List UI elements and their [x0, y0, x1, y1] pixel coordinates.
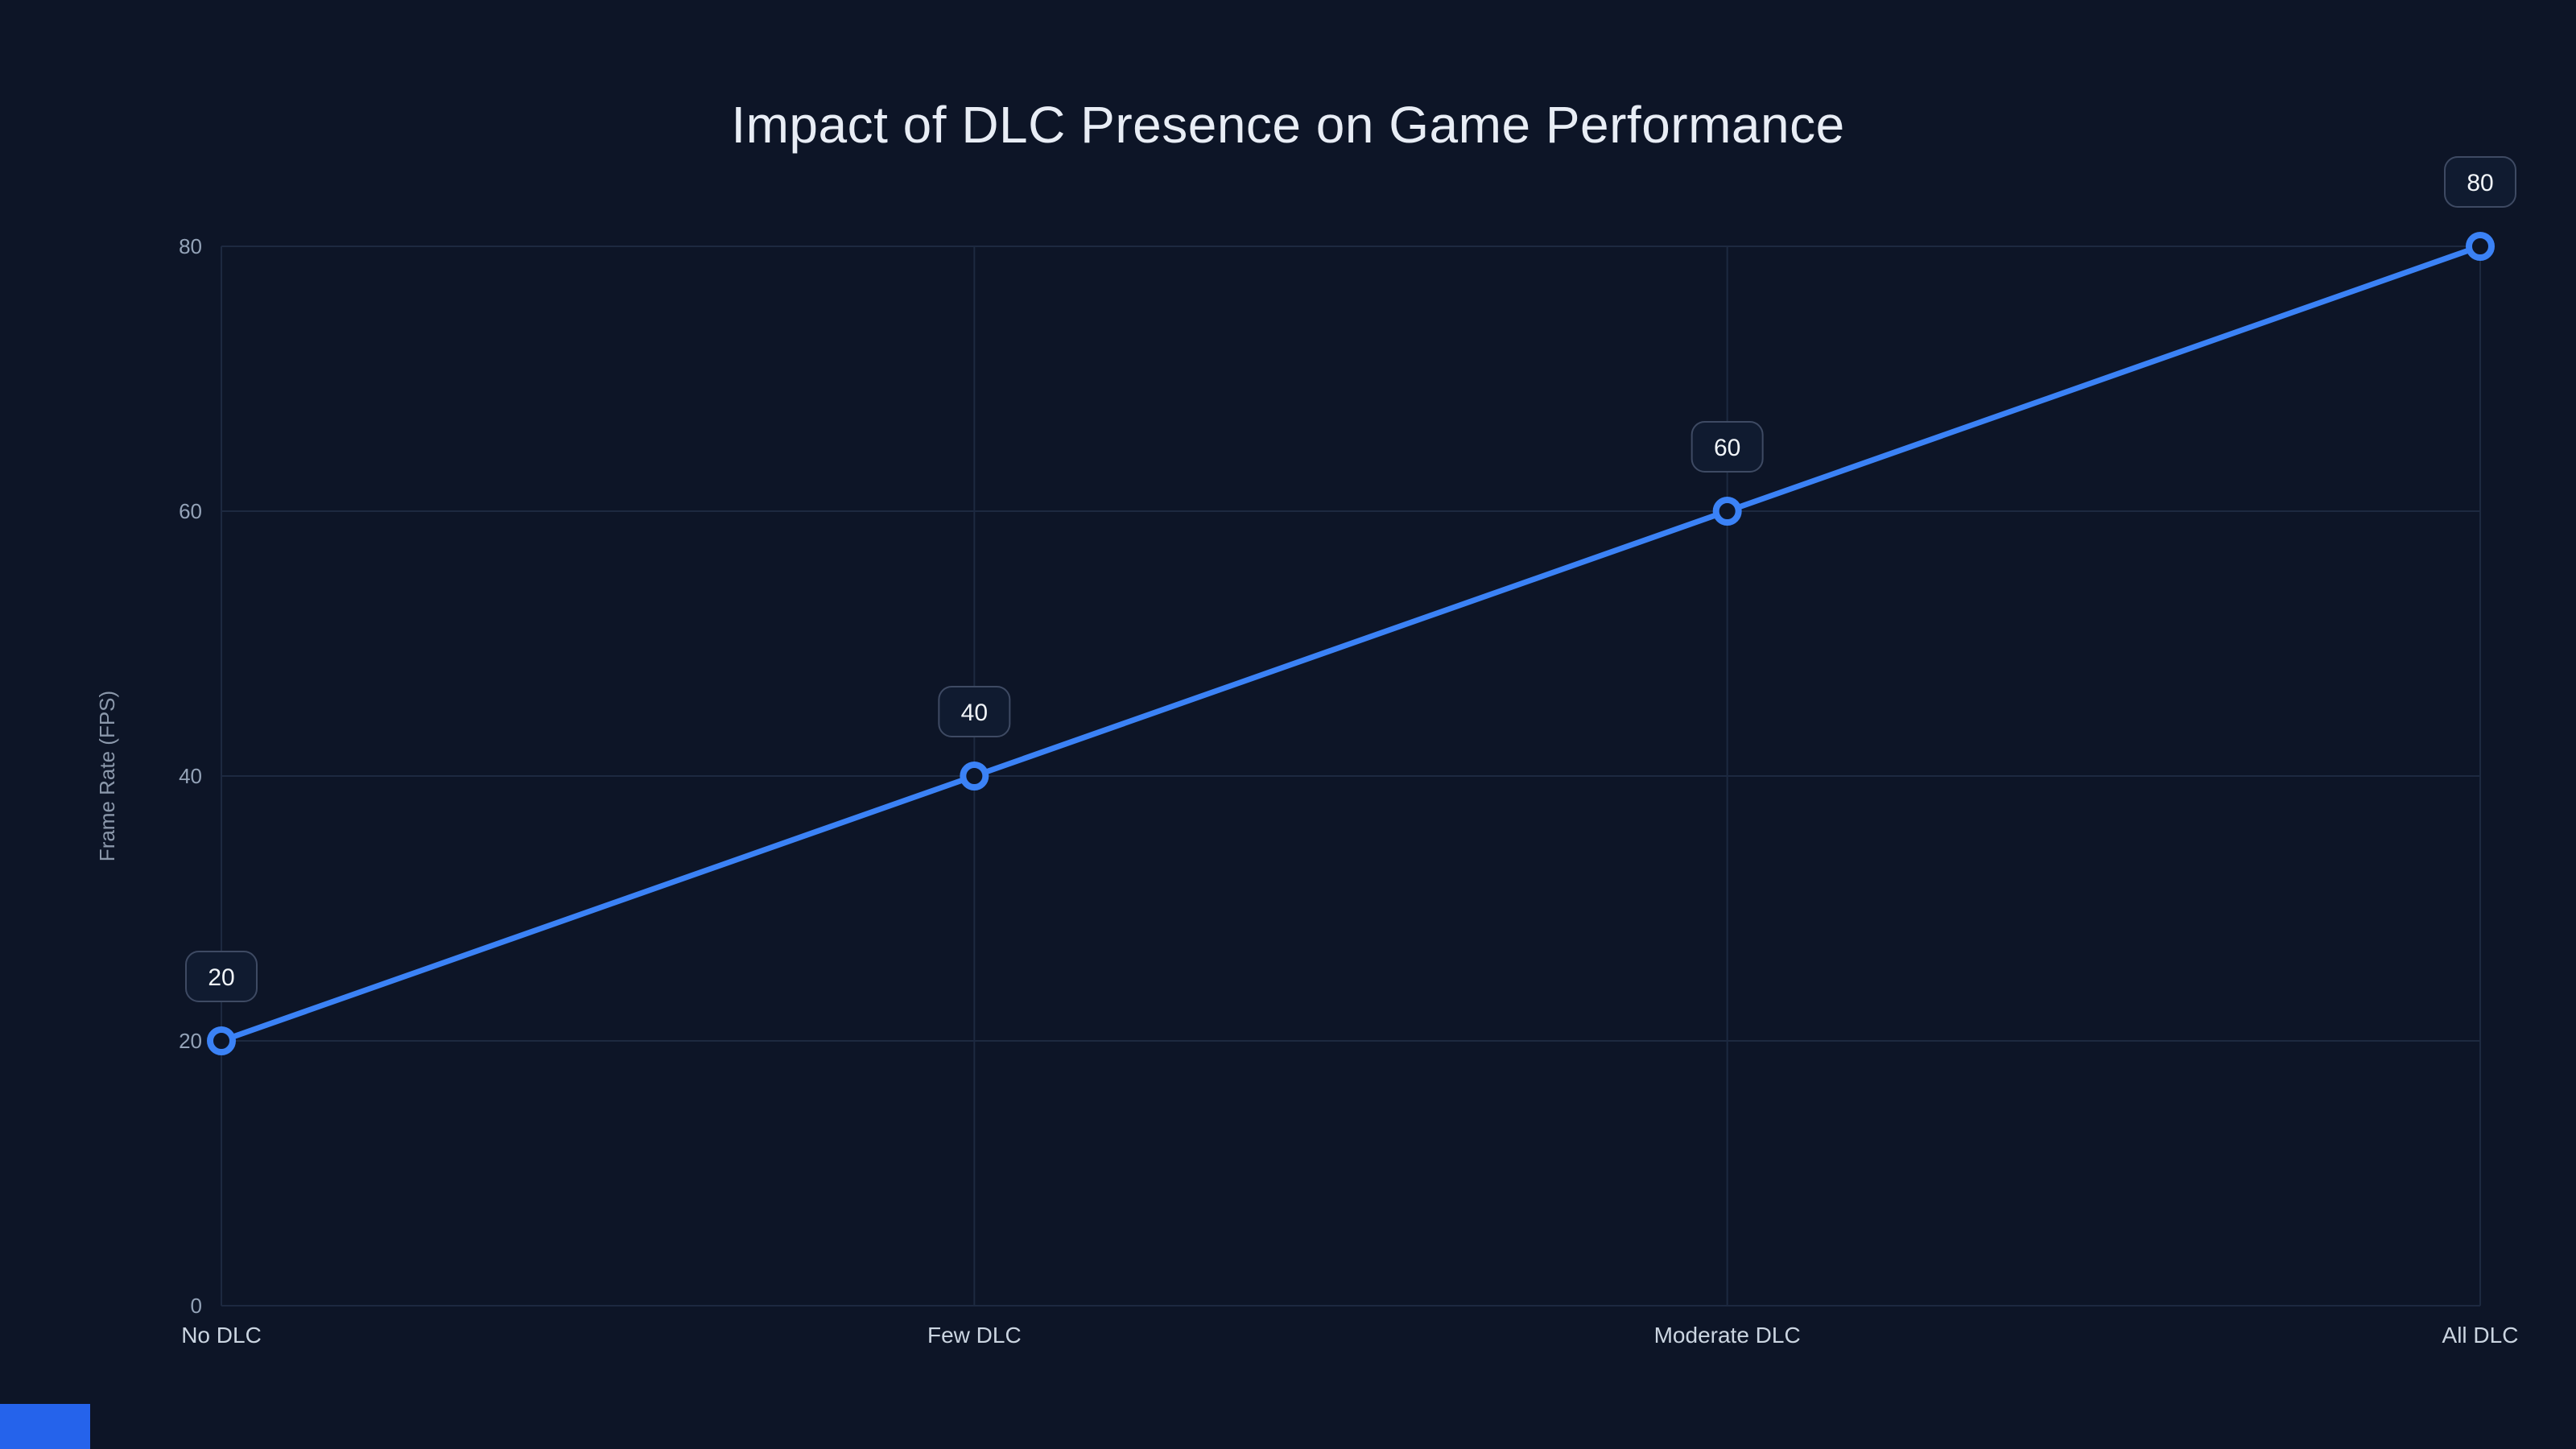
- point-value-label: 20: [208, 964, 234, 991]
- data-point[interactable]: [2466, 232, 2495, 261]
- y-axis-label: Frame Rate (FPS): [95, 691, 119, 861]
- x-category-label: No DLC: [181, 1323, 262, 1348]
- y-tick-label: 40: [179, 764, 202, 788]
- bottom-left-accent-bar: [0, 1404, 90, 1449]
- x-category-label: Moderate DLC: [1654, 1323, 1801, 1348]
- y-tick-label: 80: [179, 234, 202, 258]
- series-line: [218, 243, 2483, 1044]
- x-category-label: Few DLC: [927, 1323, 1022, 1348]
- point-value-label: 40: [961, 700, 988, 726]
- point-value-badge: [2444, 156, 2516, 208]
- y-tick-label: 20: [179, 1029, 202, 1053]
- y-tick-label: 60: [179, 499, 202, 523]
- chart-title: Impact of DLC Presence on Game Performan…: [731, 96, 1845, 154]
- x-category-label: All DLC: [2442, 1323, 2519, 1348]
- point-value-badge: [1690, 421, 1764, 473]
- point-value-badge: [185, 951, 258, 1002]
- data-point[interactable]: [1712, 497, 1742, 526]
- y-tick-label: 0: [191, 1294, 202, 1318]
- point-value-label: 80: [2467, 170, 2493, 196]
- point-value-badge: [938, 686, 1011, 737]
- data-point[interactable]: [207, 1026, 236, 1055]
- point-value-label: 60: [1714, 435, 1740, 461]
- data-point[interactable]: [960, 762, 989, 791]
